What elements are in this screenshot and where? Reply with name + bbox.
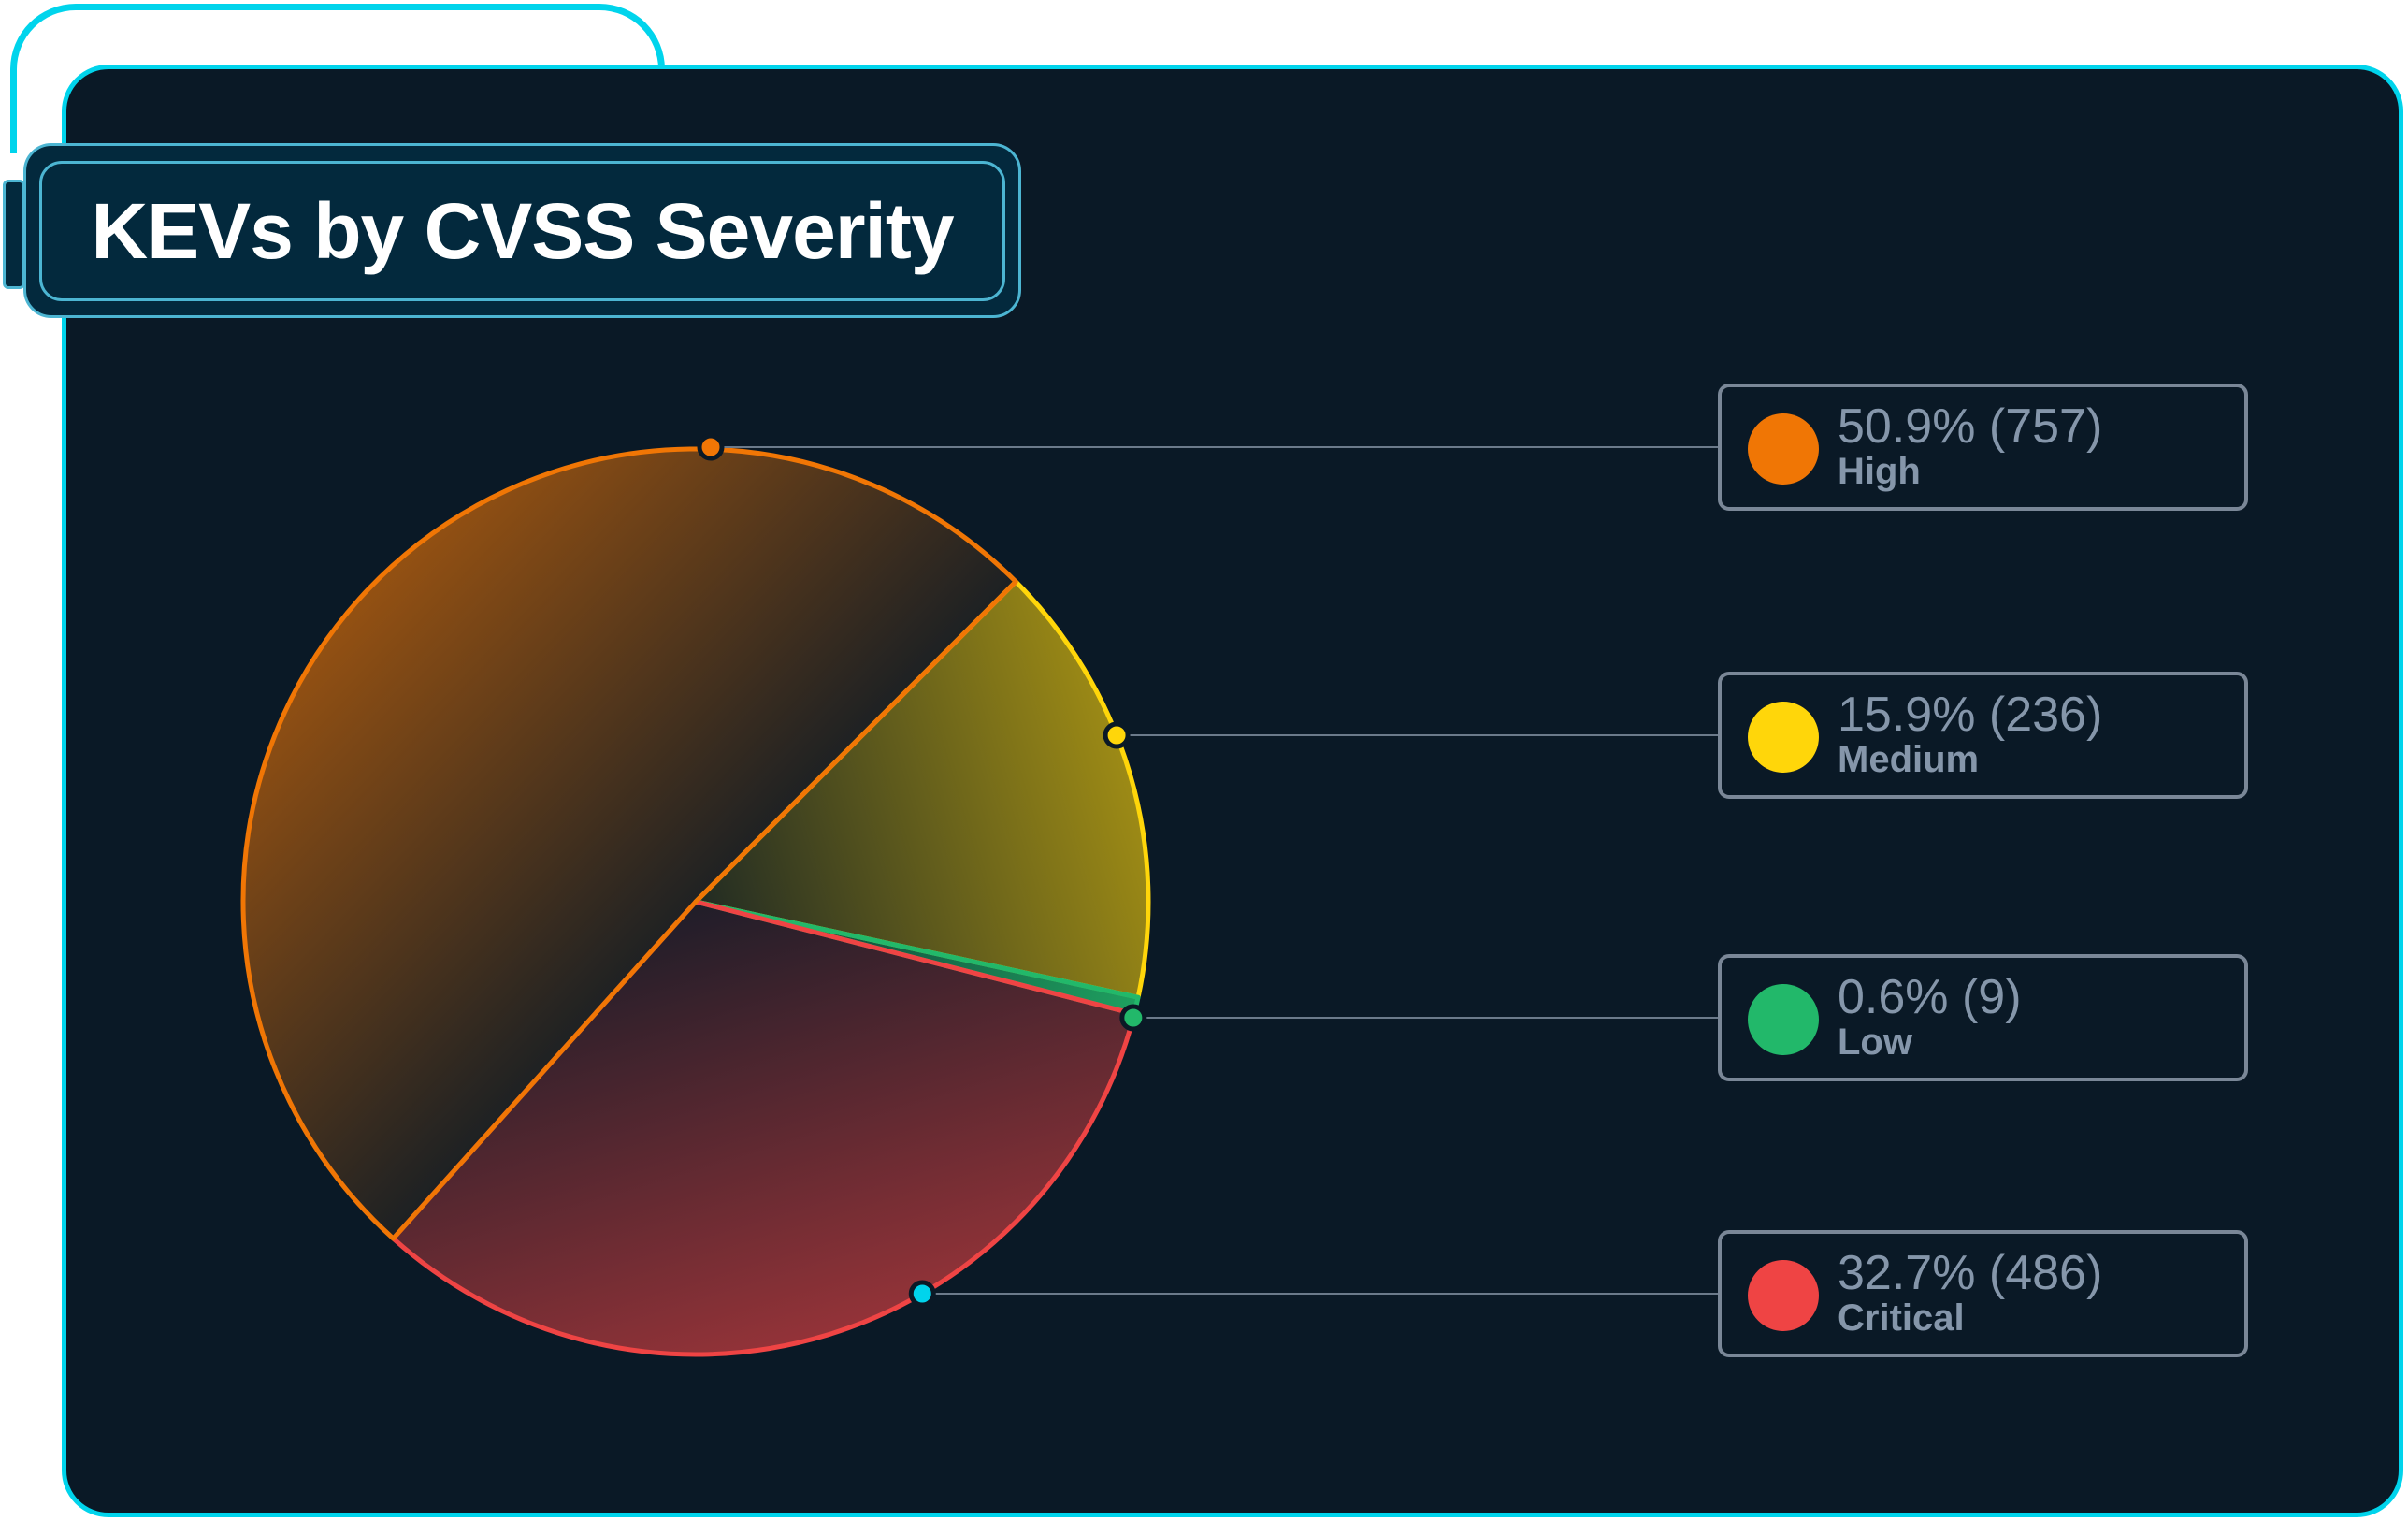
- legend-swatch: [1748, 984, 1819, 1055]
- legend-label: Low: [1838, 1021, 1912, 1063]
- marker-dot-low: [1119, 1004, 1147, 1032]
- legend-label: High: [1838, 451, 1921, 492]
- legend-label: Critical: [1838, 1297, 1965, 1339]
- legend-swatch: [1748, 702, 1819, 773]
- legend-label: Medium: [1838, 739, 1980, 780]
- legend-item-low: 0.6% (9) Low: [1718, 954, 2248, 1081]
- pie-slice-critical: [390, 899, 1137, 1357]
- title-box: KEVs by CVSS Severity: [23, 143, 1021, 318]
- marker-dot-medium: [1103, 721, 1131, 749]
- legend-item-medium: 15.9% (236) Medium: [1718, 672, 2248, 799]
- legend-value: 15.9% (236): [1838, 688, 2103, 742]
- title-tab: [3, 180, 25, 289]
- legend-item-critical: 32.7% (486) Critical: [1718, 1230, 2248, 1357]
- marker-dot-critical: [908, 1280, 936, 1308]
- legend-value: 50.9% (757): [1838, 399, 2103, 454]
- pie-slice-medium: [693, 579, 1151, 1000]
- chart-title: KEVs by CVSS Severity: [91, 186, 954, 275]
- legend-value: 0.6% (9): [1838, 970, 2022, 1024]
- pie-slice-high: [240, 446, 1018, 1241]
- legend-item-high: 50.9% (757) High: [1718, 384, 2248, 511]
- legend-swatch: [1748, 1260, 1819, 1331]
- legend-value: 32.7% (486): [1838, 1246, 2103, 1300]
- legend-swatch: [1748, 413, 1819, 485]
- marker-dot-high: [697, 433, 725, 461]
